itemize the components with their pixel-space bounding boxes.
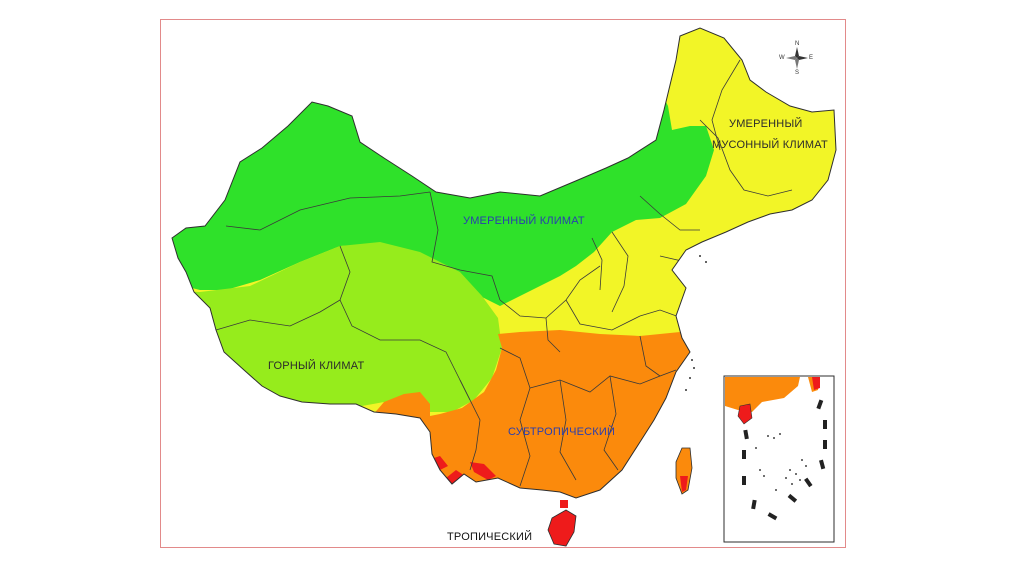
compass-icon: N E S W	[779, 41, 814, 76]
compass-west: W	[779, 55, 785, 61]
taiwan-south	[680, 476, 688, 492]
label-temperate: УМЕРЕННЫЙ КЛИМАТ	[463, 215, 585, 227]
province-borders	[215, 59, 793, 487]
map-frame	[160, 19, 846, 548]
label-mountain: ГОРНЫЙ КЛИМАТ	[268, 360, 365, 372]
china-outline	[171, 27, 837, 499]
zone-mountain	[172, 242, 502, 412]
taiwan-island	[675, 447, 693, 495]
zone-subtropical	[420, 330, 700, 498]
compass-south: S	[795, 70, 800, 76]
hainan-island	[547, 509, 577, 547]
compass-east: E	[809, 55, 814, 61]
coastal-islands	[685, 255, 707, 391]
hainan-tip	[560, 500, 568, 508]
label-tropical: ТРОПИЧЕСКИЙ	[447, 531, 533, 543]
compass-north: N	[795, 41, 800, 47]
label-temperate-monsoon-line2: МУСОННЫЙ КЛИМАТ	[712, 139, 828, 151]
label-subtropical: СУБТРОПИЧЕСКИЙ	[508, 426, 616, 438]
zone-tropical-strip2	[470, 462, 496, 480]
label-temperate-monsoon-line1: УМЕРЕННЫЙ	[729, 118, 803, 130]
south-china-sea-inset	[723, 375, 835, 543]
